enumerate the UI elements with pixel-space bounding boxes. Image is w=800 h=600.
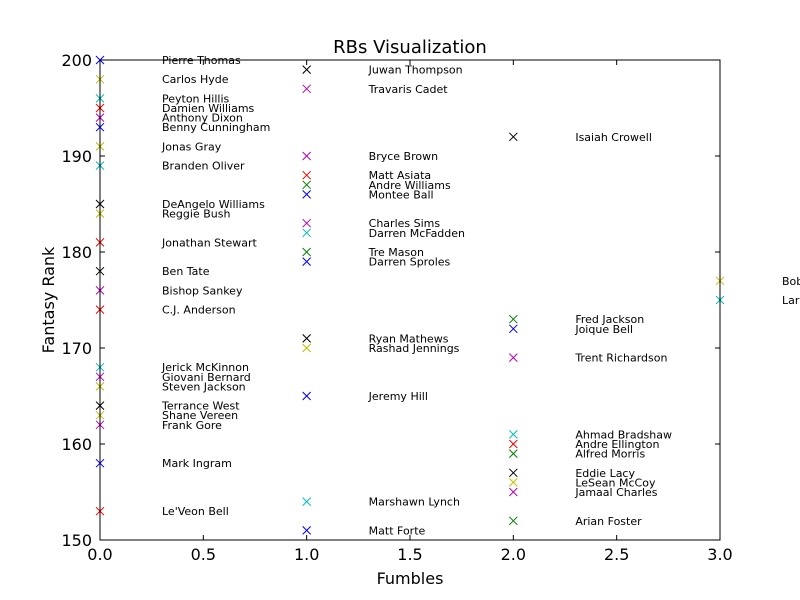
point-label: Carlos Hyde bbox=[162, 73, 229, 86]
point-label: Ryan Mathews bbox=[369, 332, 449, 345]
data-point bbox=[302, 180, 312, 190]
x-tick-label: 1.5 bbox=[397, 545, 422, 564]
point-label: Lar bbox=[782, 294, 800, 307]
data-point bbox=[302, 257, 312, 266]
data-point bbox=[302, 334, 312, 343]
point-label: Darren Sproles bbox=[369, 256, 451, 269]
data-point bbox=[302, 190, 312, 199]
data-point bbox=[508, 487, 518, 497]
point-label: Jonathan Stewart bbox=[161, 236, 258, 249]
y-tick-label: 160 bbox=[61, 435, 92, 454]
point-label: Jerick McKinnon bbox=[161, 361, 249, 374]
point-label: DeAngelo Williams bbox=[162, 198, 265, 211]
point-label: Rashad Jennings bbox=[369, 342, 460, 355]
data-point bbox=[302, 343, 312, 353]
data-point bbox=[302, 218, 312, 228]
y-axis: 150 160 170 180 190 200 bbox=[61, 51, 720, 550]
point-label: Marshawn Lynch bbox=[369, 496, 460, 509]
y-axis-label: Fantasy Rank bbox=[39, 246, 58, 353]
point-label: Andre Williams bbox=[369, 179, 451, 192]
point-label: Eddie Lacy bbox=[575, 467, 635, 480]
data-point bbox=[302, 526, 312, 535]
point-label: Le'Veon Bell bbox=[162, 505, 229, 518]
x-tick-label: 2.5 bbox=[604, 545, 629, 564]
data-point bbox=[508, 314, 518, 324]
point-label: Andre Ellington bbox=[575, 438, 659, 451]
data-point bbox=[508, 353, 518, 362]
point-label: Matt Forte bbox=[369, 524, 426, 537]
point-label: Jamaal Charles bbox=[574, 486, 657, 499]
point-label: Arian Foster bbox=[575, 515, 642, 528]
point-label: Bryce Brown bbox=[369, 150, 438, 163]
data-point bbox=[508, 516, 518, 526]
point-label: Jeremy Hill bbox=[368, 390, 428, 403]
point-label: Mark Ingram bbox=[162, 457, 232, 470]
point-label: Branden Oliver bbox=[162, 160, 245, 173]
x-tick-label: 0.0 bbox=[87, 545, 112, 564]
data-point bbox=[302, 228, 312, 238]
point-label: Charles Sims bbox=[369, 217, 441, 230]
point-label: Giovani Bernard bbox=[162, 371, 251, 384]
point-label: Reggie Bush bbox=[162, 208, 230, 221]
chart-title: RBs Visualization bbox=[333, 37, 487, 58]
y-tick-label: 180 bbox=[61, 243, 92, 262]
x-tick-label: 0.5 bbox=[191, 545, 216, 564]
point-label: Juwan Thompson bbox=[368, 64, 463, 77]
data-point bbox=[302, 170, 312, 180]
point-label: Ahmad Bradshaw bbox=[575, 428, 672, 441]
x-axis: 0.0 0.5 1.0 1.5 2.0 2.5 3.0 bbox=[87, 60, 733, 564]
point-label: Isaiah Crowell bbox=[575, 131, 652, 144]
point-label: Alfred Morris bbox=[575, 448, 645, 461]
point-label: C.J. Anderson bbox=[162, 304, 236, 317]
point-label: Peyton Hillis bbox=[162, 92, 230, 105]
point-label: Travaris Cadet bbox=[368, 83, 449, 96]
data-point bbox=[302, 247, 312, 257]
point-label: Damien Williams bbox=[162, 102, 255, 115]
data-point bbox=[302, 391, 312, 401]
data-point bbox=[508, 468, 518, 478]
data-point bbox=[508, 324, 518, 334]
point-label: Frank Gore bbox=[162, 419, 222, 432]
data-point bbox=[508, 449, 518, 458]
point-label: Tre Mason bbox=[368, 246, 424, 259]
point-label: Fred Jackson bbox=[575, 313, 644, 326]
point-label: Joique Bell bbox=[574, 323, 633, 336]
y-tick-label: 150 bbox=[61, 531, 92, 550]
point-label: Shane Vereen bbox=[162, 409, 238, 422]
point-label: Bishop Sankey bbox=[162, 284, 243, 297]
point-label: Ben Tate bbox=[162, 265, 210, 278]
point-label: Anthony Dixon bbox=[162, 112, 243, 125]
x-tick-label: 3.0 bbox=[707, 545, 732, 564]
point-label: Darren McFadden bbox=[369, 227, 465, 240]
data-point bbox=[508, 439, 518, 449]
data-point bbox=[508, 132, 518, 142]
point-label: Matt Asiata bbox=[369, 169, 431, 182]
point-label: Benny Cunningham bbox=[162, 121, 270, 134]
point-label: Jonas Gray bbox=[161, 140, 222, 153]
point-label: Montee Ball bbox=[369, 188, 434, 201]
data-point bbox=[302, 84, 312, 94]
x-tick-label: 2.0 bbox=[501, 545, 526, 564]
point-label: Steven Jackson bbox=[162, 380, 246, 393]
data-point bbox=[508, 430, 518, 439]
data-point bbox=[302, 151, 312, 161]
point-label: Bob bbox=[782, 275, 800, 288]
data-point bbox=[302, 65, 312, 74]
point-label: Terrance West bbox=[161, 400, 240, 413]
y-tick-label: 190 bbox=[61, 147, 92, 166]
point-label: LeSean McCoy bbox=[575, 476, 656, 489]
x-axis-label: Fumbles bbox=[377, 569, 444, 588]
point-label: Trent Richardson bbox=[574, 352, 667, 365]
y-tick-label: 200 bbox=[61, 51, 92, 70]
data-point bbox=[302, 497, 312, 506]
y-tick-label: 170 bbox=[61, 339, 92, 358]
data-point bbox=[508, 478, 518, 487]
x-tick-label: 1.0 bbox=[294, 545, 319, 564]
